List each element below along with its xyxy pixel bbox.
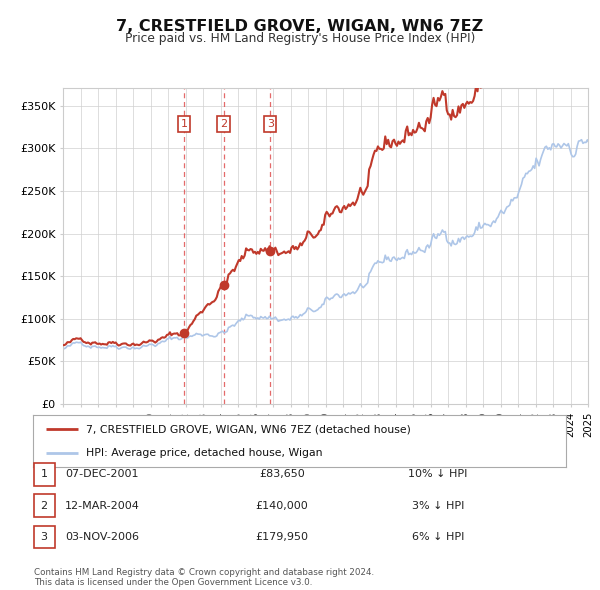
Text: 7, CRESTFIELD GROVE, WIGAN, WN6 7EZ (detached house): 7, CRESTFIELD GROVE, WIGAN, WN6 7EZ (det… (86, 424, 411, 434)
Text: 12-MAR-2004: 12-MAR-2004 (65, 501, 140, 510)
Text: Price paid vs. HM Land Registry's House Price Index (HPI): Price paid vs. HM Land Registry's House … (125, 32, 475, 45)
Text: 3% ↓ HPI: 3% ↓ HPI (412, 501, 464, 510)
Text: 7, CRESTFIELD GROVE, WIGAN, WN6 7EZ: 7, CRESTFIELD GROVE, WIGAN, WN6 7EZ (116, 19, 484, 34)
Text: 2: 2 (220, 119, 227, 129)
Text: 03-NOV-2006: 03-NOV-2006 (65, 532, 139, 542)
Text: 1: 1 (41, 470, 47, 479)
Text: 07-DEC-2001: 07-DEC-2001 (65, 470, 139, 479)
Text: 1: 1 (181, 119, 188, 129)
Text: 3: 3 (266, 119, 274, 129)
Text: Contains HM Land Registry data © Crown copyright and database right 2024.
This d: Contains HM Land Registry data © Crown c… (34, 568, 374, 587)
Text: £140,000: £140,000 (256, 501, 308, 510)
Text: HPI: Average price, detached house, Wigan: HPI: Average price, detached house, Wiga… (86, 448, 323, 458)
Text: 3: 3 (41, 532, 47, 542)
Text: 10% ↓ HPI: 10% ↓ HPI (409, 470, 467, 479)
Text: 2: 2 (41, 501, 47, 510)
Text: £179,950: £179,950 (256, 532, 308, 542)
Text: 6% ↓ HPI: 6% ↓ HPI (412, 532, 464, 542)
Text: £83,650: £83,650 (259, 470, 305, 479)
